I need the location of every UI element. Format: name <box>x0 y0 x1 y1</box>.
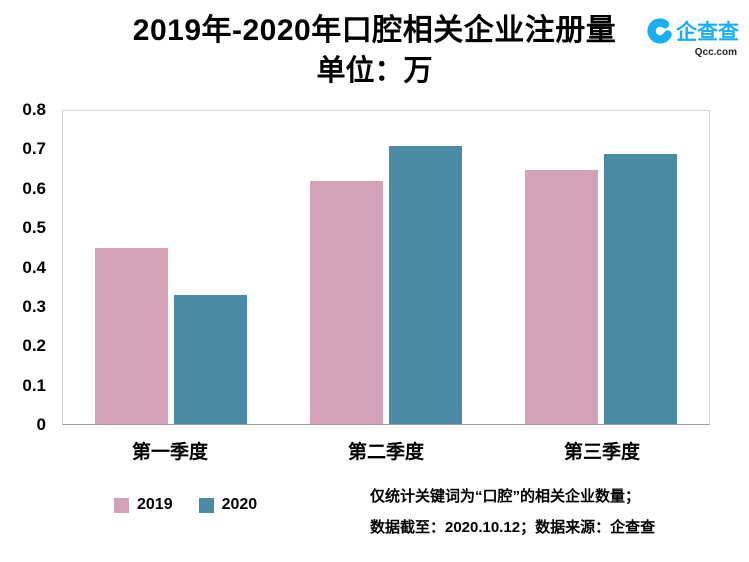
qcc-logo-text: 企查查 <box>676 21 739 44</box>
legend-label: 2020 <box>221 496 258 513</box>
y-tick-label: 0.6 <box>22 178 46 198</box>
y-tick-label: 0.3 <box>22 296 46 316</box>
x-axis-label: 第二季度 <box>347 442 424 463</box>
plot-area <box>62 110 710 425</box>
legend-swatch <box>198 497 214 513</box>
bar-2020 <box>173 294 247 424</box>
y-tick-label: 0.2 <box>22 336 46 356</box>
title-block: 2019年-2020年口腔相关企业注册量 单位：万 <box>0 10 749 90</box>
y-tick-label: 0.7 <box>22 139 46 159</box>
y-tick-label: 0.5 <box>22 218 46 238</box>
qcc-logo-domain: Qcc.com <box>694 47 737 58</box>
y-tick-label: 0.1 <box>22 375 46 395</box>
bar-2019 <box>94 247 168 424</box>
chart-subtitle: 单位：万 <box>316 55 433 87</box>
bar-group <box>525 111 678 424</box>
legend-item-2020: 2020 <box>198 496 258 514</box>
qcc-logo-row: 企查查 <box>635 16 739 46</box>
bar-2019 <box>525 169 599 424</box>
footnote-line2: 数据截至：2020.10.12；数据来源：企查查 <box>370 519 656 536</box>
qcc-logo-icon <box>646 17 674 45</box>
footnotes: 仅统计关键词为“口腔”的相关企业数量； 数据截至：2020.10.12；数据来源… <box>370 481 655 543</box>
legend-swatch <box>114 497 129 513</box>
legend-item-2019: 2019 <box>114 496 173 514</box>
y-tick-label: 0.8 <box>22 100 46 119</box>
x-axis-label: 第一季度 <box>131 442 208 463</box>
x-axis: 第一季度 第二季度 第三季度 <box>62 437 710 464</box>
qcc-logo: 企查查 Qcc.com <box>635 16 739 58</box>
bar-2020 <box>388 146 462 424</box>
y-tick-label: 0 <box>36 415 46 434</box>
y-axis: 0 0.1 0.2 0.3 0.4 0.5 0.6 0.7 0.8 <box>0 100 52 434</box>
bar-2019 <box>309 181 383 424</box>
legend-label: 2019 <box>137 496 173 513</box>
chart-title: 2019年-2020年口腔相关企业注册量 <box>132 14 617 47</box>
bar-group <box>309 111 462 424</box>
footnote-line1: 仅统计关键词为“口腔”的相关企业数量； <box>370 488 641 505</box>
bar-2020 <box>604 154 678 424</box>
bar-group <box>94 111 247 424</box>
x-axis-label: 第三季度 <box>563 442 640 463</box>
y-tick-label: 0.4 <box>22 257 46 277</box>
legend: 2019 2020 <box>114 496 257 514</box>
